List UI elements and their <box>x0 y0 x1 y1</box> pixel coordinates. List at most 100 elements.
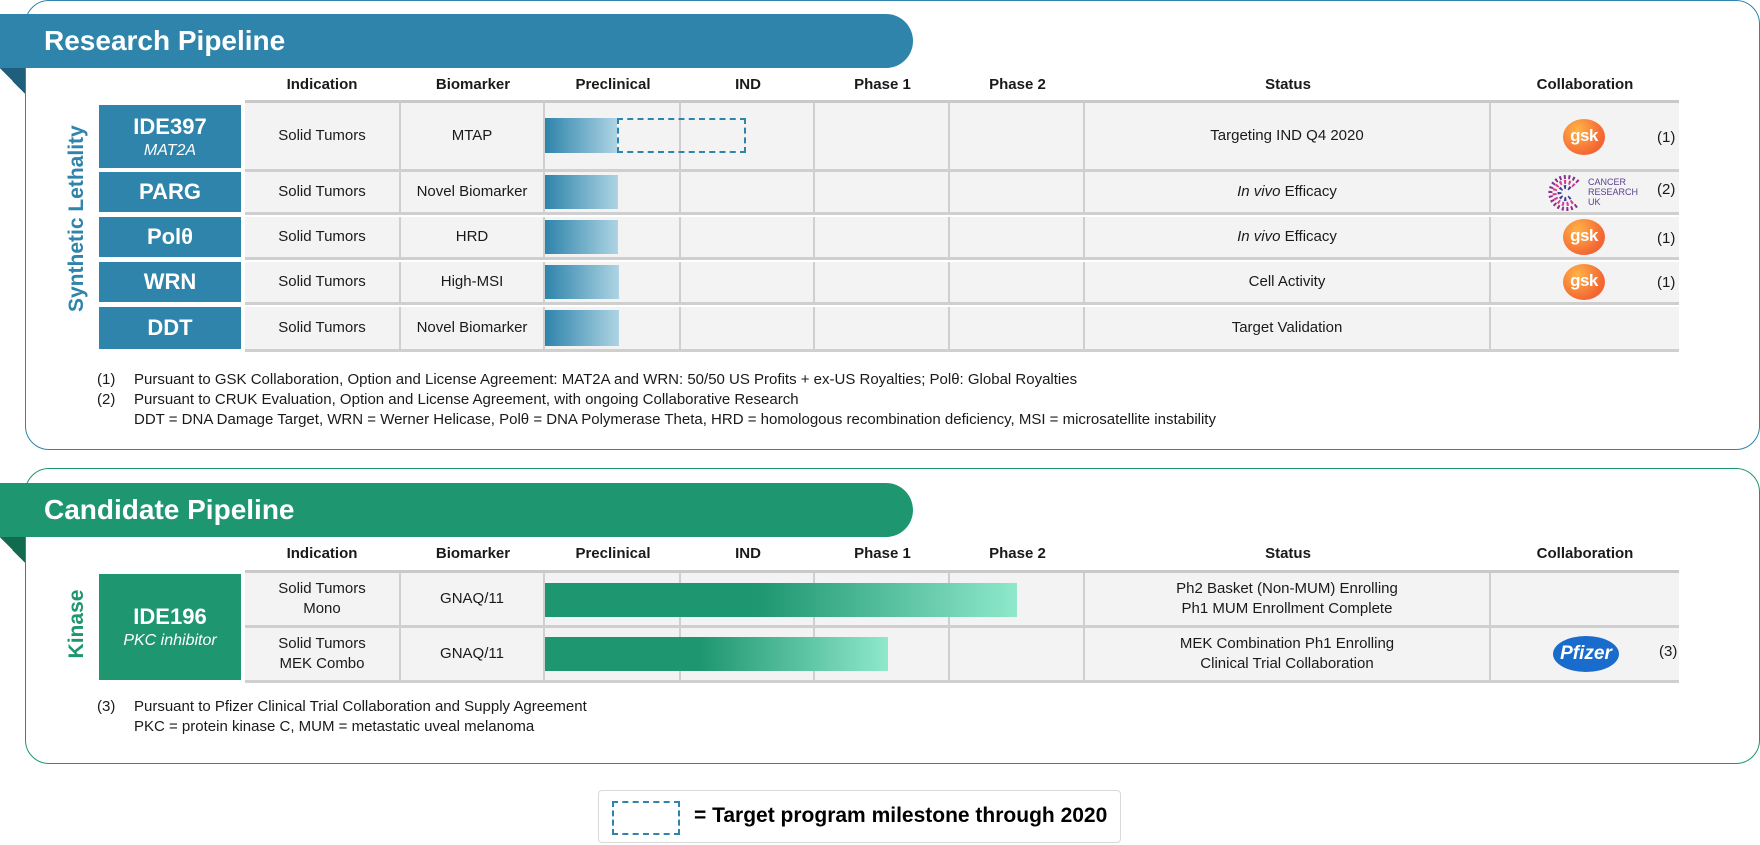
status-cell: Ph2 Basket (Non-MUM) Enrolling Ph1 MUM En… <box>1085 573 1491 625</box>
abbreviations-research: DDT = DNA Damage Target, WRN = Werner He… <box>134 411 1216 428</box>
program-ide397: IDE397 MAT2A <box>99 105 241 168</box>
header-preclinical: Preclinical <box>575 545 651 562</box>
pfizer-logo: Pfizer <box>1553 636 1619 672</box>
status-cell: Target Validation <box>1085 307 1491 349</box>
phase1-cell <box>815 217 950 257</box>
dashed-milestone-swatch <box>612 801 680 835</box>
research-pipeline-title: Research Pipeline <box>0 14 913 68</box>
status-emphasis: In vivo <box>1237 183 1281 200</box>
program-name: IDE397 <box>133 113 207 139</box>
header-preclinical: Preclinical <box>575 76 651 93</box>
header-phase1: Phase 1 <box>854 545 911 562</box>
indication-cell: Solid Tumors <box>245 172 401 212</box>
header-divider <box>245 100 1679 103</box>
progress-bar-preclinical <box>545 310 619 346</box>
phase1-cell <box>815 262 950 302</box>
preclinical-cell <box>545 103 681 169</box>
row-divider <box>245 257 1679 260</box>
candidate-pipeline-title: Candidate Pipeline <box>0 483 913 537</box>
row-divider <box>245 212 1679 215</box>
progress-bar-phase1 <box>545 637 888 671</box>
status-cell: In vivo Efficacy <box>1085 217 1491 257</box>
banner-fold-decoration <box>0 68 25 94</box>
gsk-logo: gsk <box>1563 219 1605 255</box>
row-divider <box>245 680 1679 683</box>
program-target: MAT2A <box>143 141 197 159</box>
phase2-cell <box>950 262 1085 302</box>
header-phase1: Phase 1 <box>854 76 911 93</box>
program-poltheta: Polθ <box>99 217 241 257</box>
biomarker-cell: Novel Biomarker <box>401 307 545 349</box>
phase1-cell <box>815 307 950 349</box>
program-name: IDE196 <box>133 604 207 629</box>
header-divider <box>245 570 1679 573</box>
ind-cell <box>681 103 815 169</box>
header-collaboration: Collaboration <box>1536 76 1634 93</box>
phase2-cell <box>950 573 1085 625</box>
footnote-ref: (2) <box>1657 181 1676 198</box>
ind-cell <box>681 217 815 257</box>
cancer-research-uk-logo: CANCER RESEARCH UK <box>1545 174 1645 212</box>
header-collaboration: Collaboration <box>1536 545 1634 562</box>
collaboration-cell <box>1491 573 1679 625</box>
footnote-1: (1) Pursuant to GSK Collaboration, Option… <box>97 371 1078 388</box>
header-ind: IND <box>735 76 761 93</box>
row-divider <box>245 625 1679 628</box>
milestone-target-ind <box>617 118 746 153</box>
status-text: Efficacy <box>1280 228 1337 245</box>
ind-cell <box>681 172 815 212</box>
biomarker-cell: Novel Biomarker <box>401 172 545 212</box>
indication-cell: Solid Tumors Mono <box>245 573 401 625</box>
phase2-cell <box>950 172 1085 212</box>
indication-cell: Solid Tumors <box>245 103 401 169</box>
header-phase2: Phase 2 <box>989 545 1046 562</box>
program-name: PARG <box>139 179 201 204</box>
table-row: Solid Tumors Novel Biomarker Target Vali… <box>245 307 1679 352</box>
phase2-cell <box>950 217 1085 257</box>
progress-bar-preclinical <box>545 220 618 254</box>
legend-text: = Target program milestone through 2020 <box>694 804 1108 827</box>
milestone-legend: = Target program milestone through 2020 <box>598 790 1121 843</box>
biomarker-cell: GNAQ/11 <box>401 573 545 625</box>
table-row: Solid Tumors MEK Combo GNAQ/11 MEK Combin… <box>245 628 1679 683</box>
header-biomarker: Biomarker <box>435 545 511 562</box>
header-ind: IND <box>735 545 761 562</box>
progress-bar-preclinical <box>545 175 618 209</box>
status-cell: Cell Activity <box>1085 262 1491 302</box>
preclinical-cell <box>545 217 681 257</box>
collaboration-cell <box>1491 307 1679 349</box>
table-row: Solid Tumors High-MSI Cell Activity <box>245 262 1679 305</box>
header-status: Status <box>1265 545 1311 562</box>
preclinical-cell <box>545 262 681 302</box>
synthetic-lethality-label: Synthetic Lethality <box>65 125 88 312</box>
ind-cell <box>681 307 815 349</box>
header-indication: Indication <box>286 545 358 562</box>
program-parg: PARG <box>99 172 241 212</box>
header-status: Status <box>1265 76 1311 93</box>
phase2-cell <box>950 103 1085 169</box>
gsk-logo: gsk <box>1563 264 1605 300</box>
program-name: Polθ <box>146 224 194 249</box>
banner-fold-decoration <box>0 537 25 563</box>
gsk-logo: gsk <box>1563 119 1605 155</box>
footnote-3: (3) Pursuant to Pfizer Clinical Trial Col… <box>97 698 587 715</box>
preclinical-cell <box>545 307 681 349</box>
progress-bar-preclinical <box>545 118 617 153</box>
progress-bar-phase2 <box>545 583 1017 617</box>
table-row: Solid Tumors Novel Biomarker In vivo Eff… <box>245 172 1679 215</box>
program-wrn: WRN <box>99 262 241 302</box>
indication-cell: Solid Tumors <box>245 217 401 257</box>
phase1-cell <box>815 172 950 212</box>
indication-cell: Solid Tumors <box>245 307 401 349</box>
header-indication: Indication <box>286 76 358 93</box>
footnote-ref: (1) <box>1657 129 1676 146</box>
biomarker-cell: HRD <box>401 217 545 257</box>
kinase-label: Kinase <box>65 589 88 659</box>
status-text: Efficacy <box>1280 183 1337 200</box>
phase2-cell <box>950 628 1085 680</box>
status-cell: Targeting IND Q4 2020 <box>1085 103 1491 169</box>
biomarker-cell: MTAP <box>401 103 545 169</box>
phase1-cell <box>815 628 950 680</box>
biomarker-cell: GNAQ/11 <box>401 628 545 680</box>
row-divider <box>245 349 1679 352</box>
